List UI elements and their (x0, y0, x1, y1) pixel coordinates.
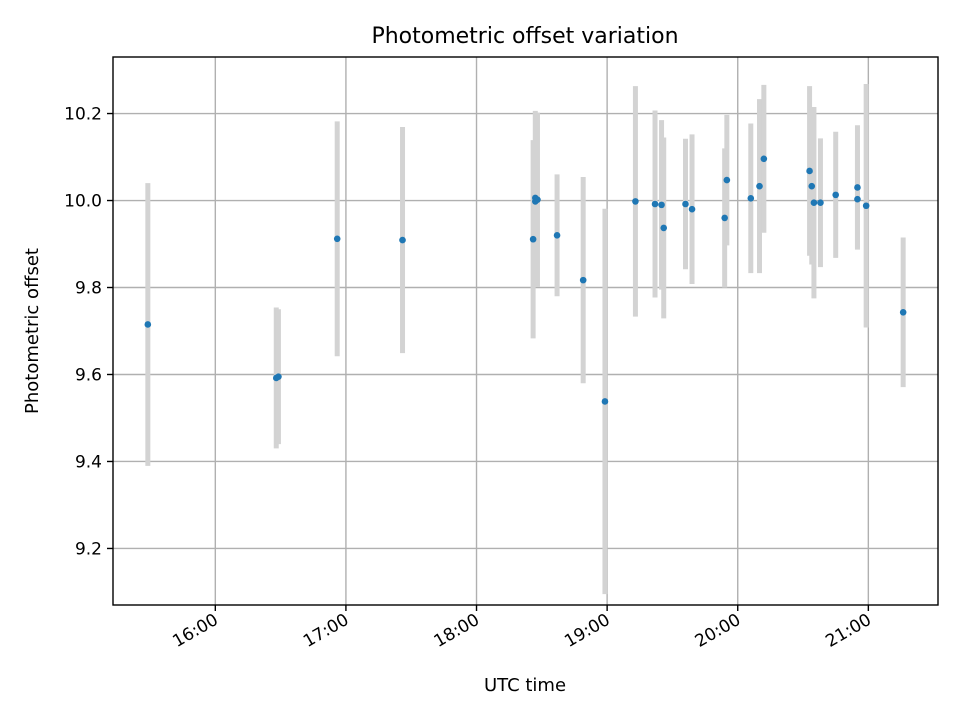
data-point (553, 232, 561, 239)
data-point (862, 202, 870, 210)
data-point (534, 196, 541, 203)
data-point (854, 195, 861, 203)
data-point (660, 224, 668, 232)
data-point (723, 176, 731, 184)
data-point (399, 236, 406, 244)
x-tick-label: 21:00 (822, 610, 874, 652)
data-point (601, 398, 609, 405)
data-point (651, 200, 659, 208)
data-point (832, 191, 839, 199)
data-points (144, 155, 907, 405)
data-point (808, 182, 816, 190)
data-point (529, 235, 537, 243)
chart-title: Photometric offset variation (371, 24, 678, 49)
data-point (760, 155, 768, 163)
data-point (579, 276, 587, 284)
data-point (632, 198, 639, 205)
y-tick-label: 9.2 (75, 539, 102, 559)
plot-frame (112, 56, 939, 606)
x-tick-label: 17:00 (300, 610, 352, 652)
data-point (817, 199, 824, 206)
error-bars (145, 83, 906, 595)
data-point (899, 308, 907, 316)
data-point (810, 199, 818, 206)
data-point (688, 205, 696, 213)
x-tick-label: 20:00 (692, 610, 744, 652)
x-tick-label: 16:00 (169, 610, 221, 652)
data-point (854, 184, 861, 191)
data-point (275, 373, 282, 380)
y-tick-label: 10.2 (64, 105, 102, 125)
x-tick-label: 19:00 (561, 610, 613, 652)
data-point (747, 195, 755, 202)
y-tick-label: 9.6 (75, 365, 102, 385)
data-point (658, 201, 665, 209)
y-tick-label: 9.8 (75, 279, 102, 299)
data-point (806, 167, 813, 175)
data-point (333, 235, 341, 243)
data-point (682, 200, 689, 208)
data-point (721, 214, 728, 222)
x-axis-label: UTC time (484, 675, 566, 696)
y-tick-label: 10.0 (64, 192, 102, 212)
data-point (144, 321, 152, 328)
data-point (756, 182, 763, 190)
y-tick-label: 9.4 (75, 452, 102, 472)
y-axis-label: Photometric offset (22, 248, 43, 414)
x-tick-label: 18:00 (431, 610, 483, 652)
